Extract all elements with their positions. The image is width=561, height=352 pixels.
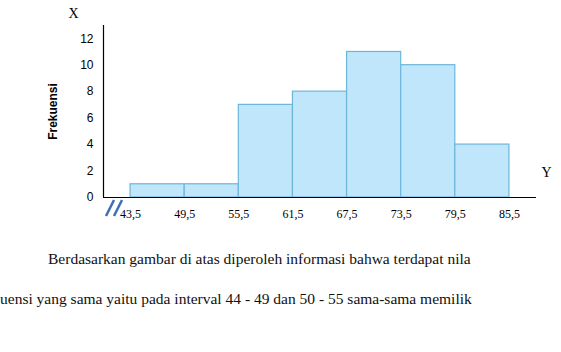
svg-text:49,5: 49,5 (174, 207, 195, 221)
svg-text:55,5: 55,5 (228, 207, 249, 221)
svg-text:2: 2 (87, 164, 94, 178)
svg-text:0: 0 (87, 190, 94, 204)
svg-text:6: 6 (87, 111, 94, 125)
svg-text:73,5: 73,5 (391, 207, 412, 221)
svg-text:4: 4 (87, 137, 94, 151)
svg-text:10: 10 (80, 58, 94, 72)
svg-text:61,5: 61,5 (282, 207, 303, 221)
svg-text:67,5: 67,5 (337, 207, 358, 221)
html-text:uensi yang sama yaitu pada int: uensi yang sama yaitu pada interval 44 -… (0, 290, 472, 307)
svg-text:8: 8 (87, 84, 94, 98)
svg-text:Y: Y (541, 165, 551, 180)
svg-text:X: X (68, 6, 78, 21)
svg-text:12: 12 (80, 32, 94, 46)
svg-text:43,5: 43,5 (120, 207, 141, 221)
svg-text:Frekuensi: Frekuensi (46, 83, 60, 140)
svg-text:79,5: 79,5 (445, 207, 466, 221)
svg-text:85,5: 85,5 (499, 207, 520, 221)
html-text:Berdasarkan gambar di atas dip: Berdasarkan gambar di atas diperoleh inf… (48, 250, 471, 267)
